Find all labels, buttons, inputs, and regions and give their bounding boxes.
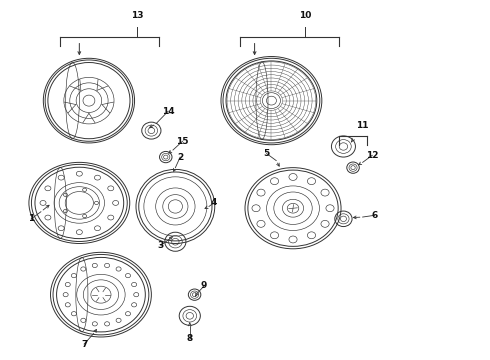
Text: 11: 11 [356,121,369,130]
Text: 5: 5 [264,149,270,158]
Text: 13: 13 [131,12,143,21]
Text: 15: 15 [176,137,189,146]
Text: 9: 9 [201,282,207,290]
Text: 8: 8 [187,334,193,343]
Text: 14: 14 [162,107,174,116]
Text: 12: 12 [366,151,378,160]
Text: 7: 7 [81,339,87,348]
Text: 3: 3 [158,241,164,250]
Text: 10: 10 [299,12,311,21]
Ellipse shape [168,200,182,213]
Text: 2: 2 [177,153,183,162]
Text: 6: 6 [371,211,378,220]
Text: 4: 4 [211,198,217,207]
Text: 1: 1 [28,214,34,223]
